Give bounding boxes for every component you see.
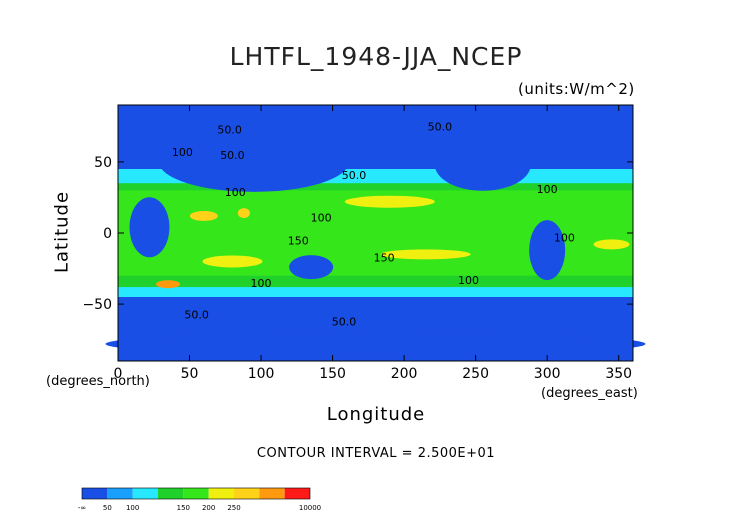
land-australia	[289, 255, 334, 280]
colorbar-label: 150	[177, 504, 190, 512]
contour-label: 50.0	[184, 308, 209, 321]
contour-label: 50.0	[428, 121, 453, 134]
colorbar-swatch	[82, 488, 108, 499]
x-tick-label: 250	[462, 366, 489, 382]
contour-label: 50.0	[342, 169, 367, 182]
units-note: (units:W/m^2)	[518, 80, 635, 98]
x-tick-label: 350	[605, 366, 632, 382]
y-unit-note: (degrees_north)	[46, 374, 150, 389]
colorbar-label: -∞	[78, 504, 86, 512]
y-tick-label: −50	[82, 297, 112, 313]
contour-label: 100	[458, 274, 479, 287]
colorbar-swatch	[234, 488, 260, 499]
high-flux-south-pacific	[380, 249, 471, 260]
land-south-america	[529, 220, 566, 281]
chart-title: LHTFL_1948-JJA_NCEP	[229, 42, 523, 71]
contour-label: 50.0	[332, 315, 357, 328]
colorbar-swatch	[259, 488, 285, 499]
x-tick-label: 50	[181, 366, 199, 382]
contour-label: 100	[172, 146, 193, 159]
land-north-america	[434, 138, 531, 191]
high-flux-north-pacific	[344, 195, 435, 208]
colorbar-swatch	[158, 488, 184, 499]
colorbar-label: 100	[126, 504, 139, 512]
x-tick-label: 200	[391, 366, 418, 382]
contour-label: 100	[225, 186, 246, 199]
contour-label: 100	[251, 277, 272, 290]
x-axis-label: Longitude	[326, 404, 426, 425]
colorbar-swatch	[107, 488, 133, 499]
high-flux-agulhas	[156, 280, 181, 289]
land-eurasia	[158, 131, 349, 192]
x-tick-label: 0	[114, 366, 123, 382]
x-tick-label: 100	[248, 366, 275, 382]
high-flux-indian-ocean	[202, 255, 263, 268]
contour-label: 50.0	[217, 123, 242, 136]
colorbar-swatch	[183, 488, 209, 499]
y-tick-label: 0	[103, 226, 112, 242]
colorbar-outline	[81, 487, 311, 500]
colorbar-label: 50	[103, 504, 112, 512]
contour-label: 100	[537, 183, 558, 196]
contour-interval: CONTOUR INTERVAL = 2.500E+01	[256, 446, 496, 461]
contour-label: 100	[554, 232, 575, 245]
x-tick-label: 300	[534, 366, 561, 382]
map-field	[105, 105, 646, 361]
high-flux-atlantic	[593, 239, 630, 250]
x-unit-note: (degrees_east)	[541, 386, 638, 401]
colorbar-label: 200	[202, 504, 215, 512]
colorbar-swatch	[208, 488, 234, 499]
contour-label: 100	[311, 212, 332, 225]
contour-label: 50.0	[220, 149, 245, 162]
high-flux-arabian-sea	[189, 210, 218, 221]
contour-label: 150	[374, 251, 395, 264]
x-tick-label: 150	[319, 366, 346, 382]
land-africa	[129, 197, 170, 258]
high-flux-bay-of-bengal	[237, 208, 250, 219]
colorbar-swatch	[132, 488, 158, 499]
colorbar-label: 250	[227, 504, 240, 512]
colorbar: -∞ 50 100 150 200 250 10000	[78, 487, 321, 512]
contour-label: 150	[288, 234, 309, 247]
y-tick-label: 50	[94, 155, 112, 171]
colorbar-label: 10000	[299, 504, 321, 512]
land-antarctica	[105, 331, 646, 356]
colorbar-swatch	[284, 488, 310, 499]
